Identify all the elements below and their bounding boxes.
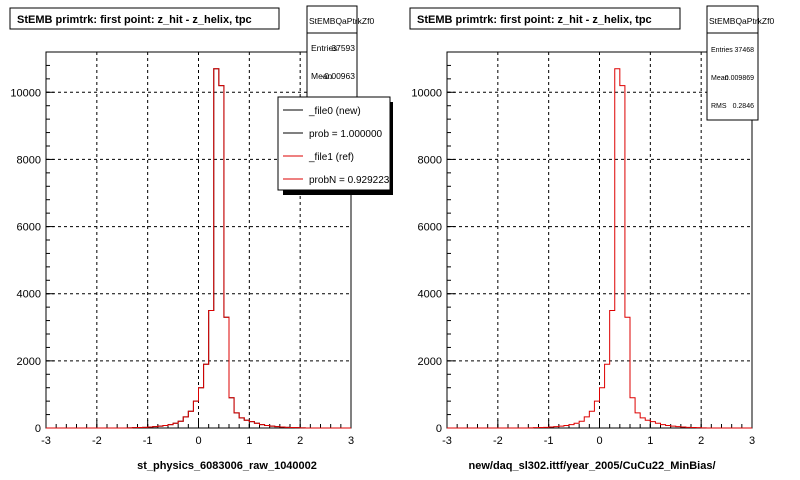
panel-2-stats-rms-label: RMS: [711, 103, 727, 110]
panel-1-stats-entries-label: Entries: [311, 43, 337, 53]
panel-1-axes: -3 -2 -1 0 1 2 3 0 2000 4000 6000 8000 10000: [10, 64, 354, 447]
panel-2-stats-mean-value: -0.009869: [722, 75, 754, 82]
panel-1-x-tick-label: 2: [297, 435, 303, 447]
panel-2-title-box: [409, 7, 681, 30]
panel-2-stats-box: [706, 5, 759, 121]
legend-entry-2-label: prob = 1.000000: [309, 129, 383, 140]
panel-2-x-tick-label: 0: [596, 435, 602, 447]
panel-2-series: [447, 68, 752, 429]
legend-entry-4-label: probN = 0.929223: [309, 175, 390, 186]
panel-1-x-tick-label: -1: [143, 435, 153, 447]
panel-1-title: StEMB primtrk: first point: z_hit - z_he…: [17, 14, 252, 26]
panel-2-x-tick-label: 2: [698, 435, 704, 447]
panel-2-xlabel: new/daq_sl302.ittf/year_2005/CuCu22_MinB…: [469, 460, 716, 472]
panel-2-stats-mean-label: Mean: [711, 75, 729, 82]
panel-1: -3 -2 -1 0 1 2 3 0 2000 4000 6000 8000 10000 StEMB p…: [9, 5, 393, 472]
panel-2-y-tick-label: 4000: [418, 289, 442, 301]
panel-2-x-tick-label: -3: [442, 435, 452, 447]
panel-1-y-tick-label: 0: [35, 423, 41, 435]
panel-1-y-tick-label: 6000: [17, 222, 41, 234]
panel-1-y-tick-label: 4000: [17, 289, 41, 301]
panel-1-stats-mean-label: Mean: [311, 71, 333, 81]
panel-1-xlabel: st_physics_6083006_raw_1040002: [137, 460, 317, 472]
panel-2-y-tick-label: 2000: [418, 356, 442, 368]
panel-1-legend-box: [277, 96, 391, 191]
panel-1-series-2-histogram: [46, 68, 351, 429]
panel-1-x-tick-label: 3: [348, 435, 354, 447]
panel-2-title: StEMB primtrk: first point: z_hit - z_he…: [417, 14, 652, 26]
panel-2-x-tick-label: 3: [749, 435, 755, 447]
legend-entry-1-label: _file0 (new): [308, 106, 361, 117]
panel-1-x-tick-label: 1: [246, 435, 252, 447]
legend-entry-3-label: _file1 (ref): [308, 152, 354, 163]
panel-1-stats-name: StEMBQaPtrkZf0: [309, 16, 374, 26]
panel-1-x-tick-label: -3: [41, 435, 51, 447]
panel-2-stats-entries-value: 37468: [735, 47, 755, 54]
panel-2-y-tick-label: 0: [436, 423, 442, 435]
panel-2-grid: [447, 52, 752, 428]
panel-1-x-tick-label: -2: [92, 435, 102, 447]
panel-2-x-tick-label: -1: [544, 435, 554, 447]
panel-2-y-tick-label: 6000: [418, 222, 442, 234]
panel-2-x-tick-label: 1: [647, 435, 653, 447]
panel-2: -3 -2 -1 0 1 2 3 0 2000 4000 6000 8000 10000 StEMB p…: [409, 5, 774, 472]
panel-2-axes: -3 -2 -1 0 1 2 3 0 2000 4000 6000 8000 10000: [411, 64, 755, 447]
panel-1-title-box: [9, 7, 280, 30]
panel-2-y-tick-label: 10000: [411, 87, 442, 99]
panel-2-stats-entries-label: Entries: [711, 47, 733, 54]
panel-1-stats-mean-value: -0.00963: [321, 71, 355, 81]
panel-1-x-tick-label: 0: [195, 435, 201, 447]
panel-2-stats-name: StEMBQaPtrkZf0: [709, 16, 774, 26]
panel-1-y-tick-label: 10000: [10, 87, 41, 99]
panel-1-stats-box: [306, 5, 358, 101]
panel-2-stats-rms-value: 0.2846: [733, 103, 755, 110]
panel-1-series: [46, 68, 351, 429]
panel-2-series-1-histogram: [447, 68, 752, 429]
panel-2-x-tick-label: -2: [493, 435, 503, 447]
panel-1-y-tick-label: 8000: [17, 154, 41, 166]
panel-2-y-tick-label: 8000: [418, 154, 442, 166]
panel-1-stats-entries-value: 37593: [331, 43, 355, 53]
panel-1-y-tick-label: 2000: [17, 356, 41, 368]
